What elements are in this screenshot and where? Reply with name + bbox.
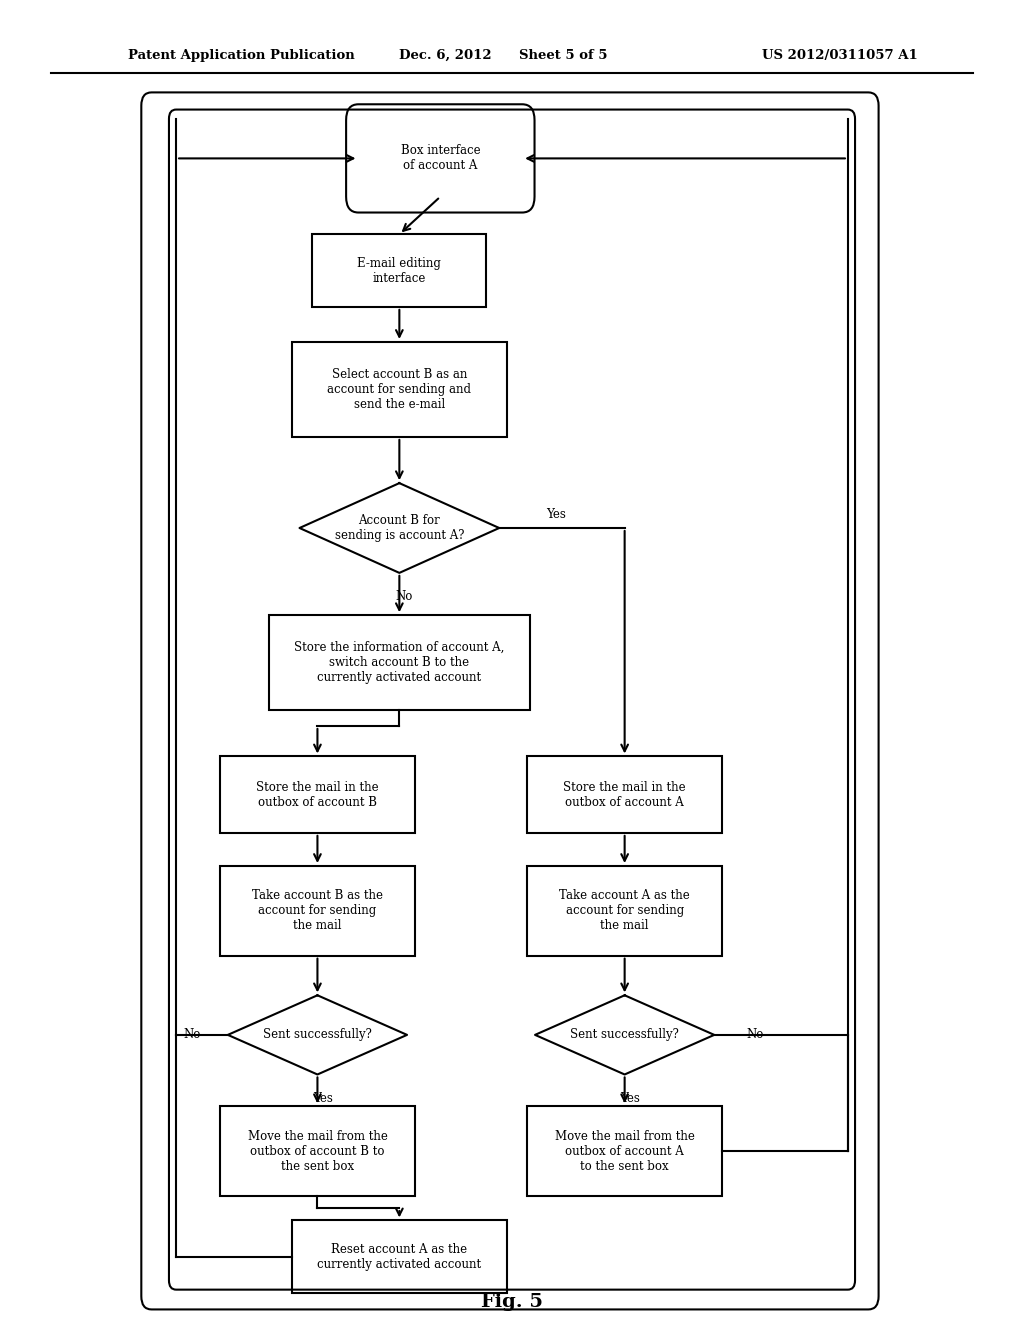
Text: Move the mail from the
outbox of account A
to the sent box: Move the mail from the outbox of account…: [555, 1130, 694, 1172]
Text: Yes: Yes: [546, 508, 565, 521]
Text: Sent successfully?: Sent successfully?: [263, 1028, 372, 1041]
Text: Store the information of account A,
switch account B to the
currently activated : Store the information of account A, swit…: [294, 642, 505, 684]
Bar: [220, 866, 415, 956]
Bar: [312, 234, 486, 306]
Text: Move the mail from the
outbox of account B to
the sent box: Move the mail from the outbox of account…: [248, 1130, 387, 1172]
Text: Fig. 5: Fig. 5: [481, 1292, 543, 1311]
Text: Yes: Yes: [312, 1092, 333, 1105]
Bar: [527, 756, 722, 833]
Text: No: No: [746, 1028, 764, 1041]
Text: Sent successfully?: Sent successfully?: [570, 1028, 679, 1041]
Text: Take account B as the
account for sending
the mail: Take account B as the account for sendin…: [252, 890, 383, 932]
Text: Store the mail in the
outbox of account B: Store the mail in the outbox of account …: [256, 780, 379, 809]
Text: Box interface
of account A: Box interface of account A: [400, 144, 480, 173]
Text: Patent Application Publication: Patent Application Publication: [128, 49, 354, 62]
Text: No: No: [396, 590, 413, 603]
Bar: [220, 756, 415, 833]
Bar: [268, 615, 530, 710]
Text: Take account A as the
account for sending
the mail: Take account A as the account for sendin…: [559, 890, 690, 932]
Text: Account B for
sending is account A?: Account B for sending is account A?: [335, 513, 464, 543]
Text: No: No: [183, 1028, 201, 1041]
Text: Reset account A as the
currently activated account: Reset account A as the currently activat…: [317, 1242, 481, 1271]
Bar: [220, 1106, 415, 1196]
Bar: [292, 1220, 507, 1294]
Text: Select account B as an
account for sending and
send the e-mail: Select account B as an account for sendi…: [328, 368, 471, 411]
Text: Dec. 6, 2012: Dec. 6, 2012: [399, 49, 492, 62]
Bar: [527, 866, 722, 956]
Text: Sheet 5 of 5: Sheet 5 of 5: [519, 49, 607, 62]
Text: E-mail editing
interface: E-mail editing interface: [357, 256, 441, 285]
Text: Yes: Yes: [620, 1092, 640, 1105]
Text: Store the mail in the
outbox of account A: Store the mail in the outbox of account …: [563, 780, 686, 809]
Bar: [527, 1106, 722, 1196]
Text: US 2012/0311057 A1: US 2012/0311057 A1: [762, 49, 918, 62]
Bar: [292, 342, 507, 437]
